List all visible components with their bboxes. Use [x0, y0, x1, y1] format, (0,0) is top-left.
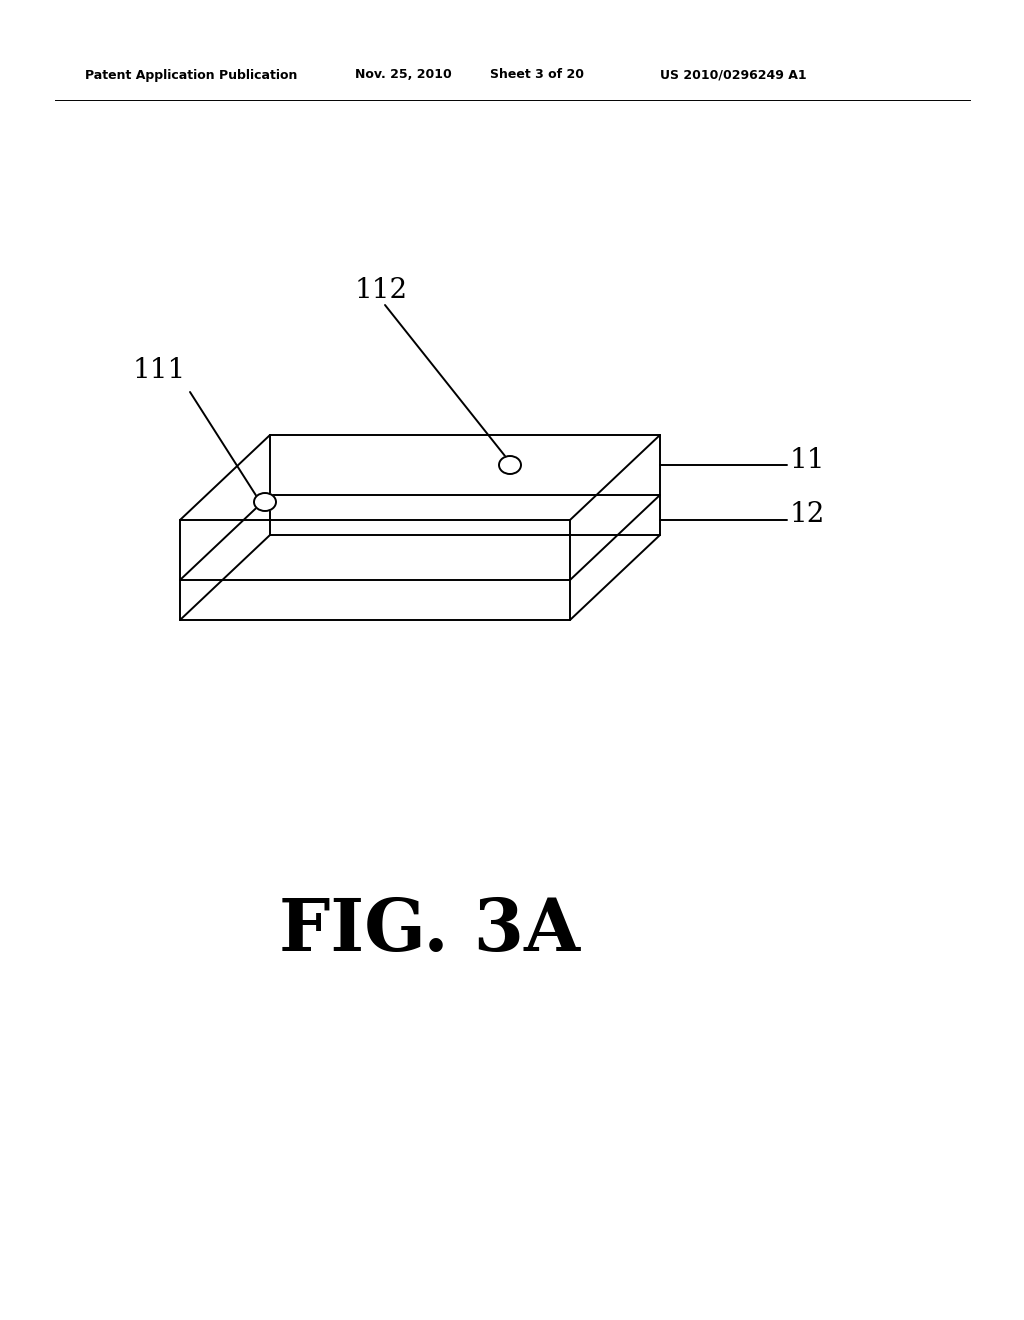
Text: FIG. 3A: FIG. 3A: [280, 895, 581, 965]
Text: Sheet 3 of 20: Sheet 3 of 20: [490, 69, 584, 82]
Text: Nov. 25, 2010: Nov. 25, 2010: [355, 69, 452, 82]
Ellipse shape: [499, 455, 521, 474]
Text: 12: 12: [790, 502, 825, 528]
Text: 112: 112: [355, 276, 409, 304]
Text: US 2010/0296249 A1: US 2010/0296249 A1: [660, 69, 807, 82]
Text: 11: 11: [790, 446, 825, 474]
Text: Patent Application Publication: Patent Application Publication: [85, 69, 297, 82]
Text: 111: 111: [133, 356, 186, 384]
Ellipse shape: [254, 492, 276, 511]
